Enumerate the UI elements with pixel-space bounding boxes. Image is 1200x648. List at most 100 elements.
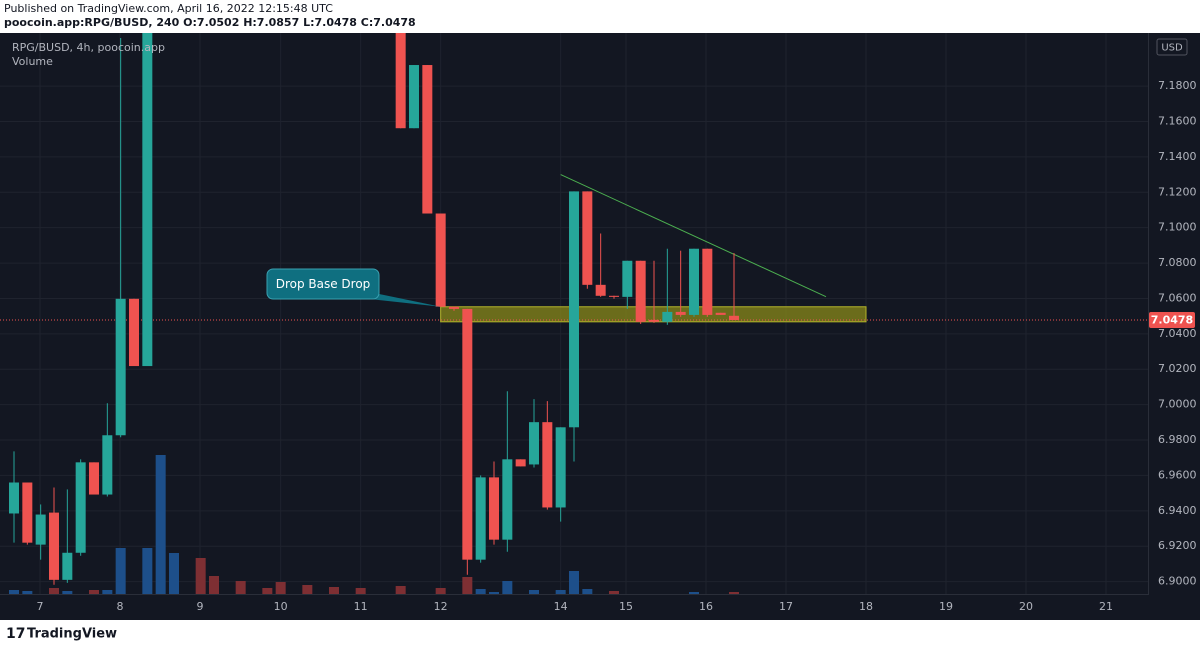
x-tick-label: 15 [619,600,633,613]
volume-bar [102,590,113,594]
candle-body [142,33,153,367]
overlay: Drop Base Drop [266,268,441,307]
candle-body [102,435,113,495]
currency-label: USD [1161,43,1183,54]
candle-body [729,315,739,321]
volume-bar [502,581,513,594]
candle-body [569,191,579,428]
candle-body [422,65,433,214]
volume-bar [302,585,313,594]
x-tick-label: 19 [939,600,953,613]
y-tick-label: 7.1600 [1158,114,1197,127]
candle-body [649,319,659,322]
y-tick-label: 6.9000 [1158,575,1197,588]
callout-box [266,268,380,300]
volume-bar [9,590,19,594]
logo-text: TradingView [27,627,117,642]
volume-bar [489,592,499,594]
x-tick-label: 12 [434,600,448,613]
y-tick-label: 7.0000 [1158,398,1197,411]
candle-layer [9,33,739,585]
volume-bar [62,591,73,594]
candle-body [89,462,99,495]
trendline [560,174,827,298]
logo: 17 TradingView [6,626,117,642]
x-tick-label: 17 [779,600,793,613]
x-tick-label: 9 [197,600,204,613]
candle-body [555,427,566,508]
candle-body [9,482,19,514]
x-tick-label: 7 [37,600,44,613]
x-tick-label: 18 [859,600,873,613]
y-tick-label: 7.1200 [1158,185,1197,198]
price-axis-border [1148,33,1149,595]
volume-bar [115,548,126,594]
candle-body [689,248,699,315]
volume-layer [9,455,739,594]
volume-bar [89,590,99,594]
candle-body [395,33,406,129]
y-tick-label: 6.9800 [1158,433,1197,446]
candle-body [582,191,593,285]
candle-body [715,312,726,315]
candle-body [675,311,686,315]
volume-bar [235,581,246,594]
candle-body [542,422,553,508]
volume-bar [555,590,566,594]
y-tick-label: 6.9200 [1158,539,1197,552]
x-tick-label: 16 [699,600,713,613]
y-tick-label: 7.0400 [1158,327,1197,340]
candle-body [609,295,619,297]
x-tick-label: 11 [354,600,368,613]
currency-box[interactable] [1156,38,1188,56]
candle-body [75,462,86,553]
volume-bar [195,558,206,594]
candle-body [22,482,33,543]
logo-icon: 17 [6,626,25,642]
candle-body [115,298,126,436]
candle-body [595,284,606,296]
x-tick-label: 20 [1019,600,1033,613]
volume-bar [435,588,446,594]
candle-body [702,248,713,315]
x-tick-label: 14 [554,600,568,613]
callout-text: Drop Base Drop [276,277,371,291]
volume-bar [582,589,593,594]
volume-bar [329,587,339,594]
y-tick-label: 7.0800 [1158,256,1197,269]
y-tick-label: 7.1000 [1158,221,1197,234]
volume-bar [169,553,179,594]
candle-body [489,477,499,540]
candle-body [129,298,139,367]
volume-bar [355,588,366,594]
y-tick-label: 6.9400 [1158,504,1197,517]
candle-body [49,512,59,580]
volume-bar [729,592,739,594]
candle-body [515,459,526,467]
volume-bar [49,588,59,594]
volume-bar [395,586,406,594]
volume-bar [475,589,486,594]
x-tick-label: 21 [1099,600,1113,613]
candle-body [35,514,46,545]
candle-body [622,260,633,297]
legend-volume: Volume [12,55,53,68]
volume-bar [569,571,579,594]
volume-bar [609,591,619,594]
candle-body [635,260,646,322]
y-tick-label: 7.0200 [1158,362,1197,375]
x-tick-label: 8 [117,600,124,613]
candle-body [462,308,473,560]
volume-bar [142,548,153,594]
candle-body [502,459,513,540]
last-price-label: 7.0478 [1151,314,1193,327]
y-tick-label: 7.1800 [1158,79,1197,92]
candle-body [409,65,419,129]
candle-body [435,213,446,307]
published-line: Published on TradingView.com, April 16, … [4,2,333,15]
candle-body [529,422,539,465]
y-tick-label: 6.9600 [1158,468,1197,481]
volume-bar [22,591,33,594]
candle-body [449,306,459,309]
last-price-box [1149,312,1195,329]
